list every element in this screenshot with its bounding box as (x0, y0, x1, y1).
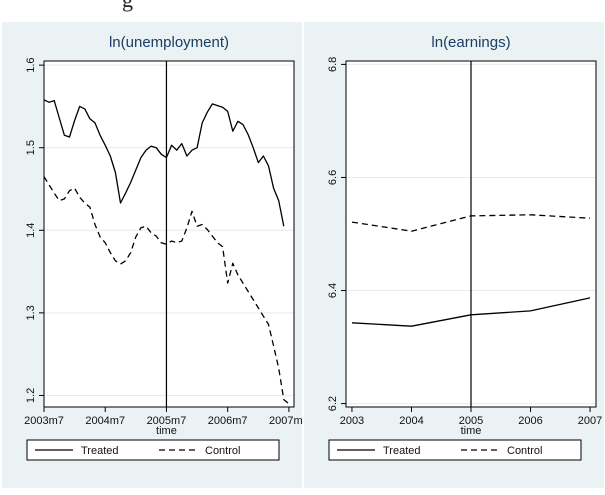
plot-frame (43, 60, 295, 408)
y-tick-label: 1.3 (25, 305, 37, 320)
y-tick-label: 6.2 (327, 396, 339, 411)
x-tick-label: 2004 (399, 415, 423, 427)
earnings-panel: ln(earnings) 6.2 6.4 6.6 6.8 2003 2004 2005 2006… (304, 22, 604, 488)
series-line-treated (351, 297, 591, 327)
legend-label: Treated (81, 445, 119, 457)
x-tick-label: 2004m7 (85, 415, 125, 427)
cropped-caption-fragment: g (0, 0, 605, 22)
x-tick-label: 2003 (340, 415, 364, 427)
x-axis-label: time (156, 425, 177, 437)
series-line-control (43, 176, 290, 405)
legend-label: Control (507, 445, 542, 457)
earnings-chart: ln(earnings) 6.2 6.4 6.6 6.8 2003 2004 2005 2006… (327, 34, 602, 461)
x-tick-label: 2006 (518, 415, 542, 427)
y-tick-label: 6.6 (327, 170, 339, 185)
unemployment-panel: ln(unemployment) 1.2 1.3 1.4 1.5 1.6 2003m7 200… (2, 22, 302, 488)
y-tick-label: 1.5 (25, 140, 37, 155)
unemployment-chart: ln(unemployment) 1.2 1.3 1.4 1.5 1.6 2003m7 200… (24, 34, 302, 461)
legend-box (26, 439, 280, 461)
y-tick-label: 1.4 (25, 223, 37, 238)
y-tick-label: 6.8 (327, 57, 339, 72)
chart-title: ln(earnings) (431, 34, 510, 51)
y-tick-label: 1.6 (25, 57, 37, 72)
y-tick-label: 6.4 (327, 283, 339, 298)
x-tick-label: 2006m7 (208, 415, 248, 427)
chart-title: ln(unemployment) (109, 34, 229, 51)
x-tick-label: 2007 (578, 415, 602, 427)
x-tick-label: 2007m7 (269, 415, 302, 427)
legend-label: Control (205, 445, 240, 457)
x-tick-label: 2005 (459, 415, 483, 427)
legend-label: Treated (383, 445, 421, 457)
x-tick-label: 2005m7 (147, 415, 187, 427)
series-line-control (351, 214, 591, 232)
x-axis-label: time (461, 425, 482, 437)
legend-box (328, 439, 582, 461)
y-tick-label: 1.2 (25, 388, 37, 403)
x-tick-label: 2003m7 (24, 415, 64, 427)
plot-area (43, 60, 295, 408)
series-line-treated (43, 99, 285, 227)
